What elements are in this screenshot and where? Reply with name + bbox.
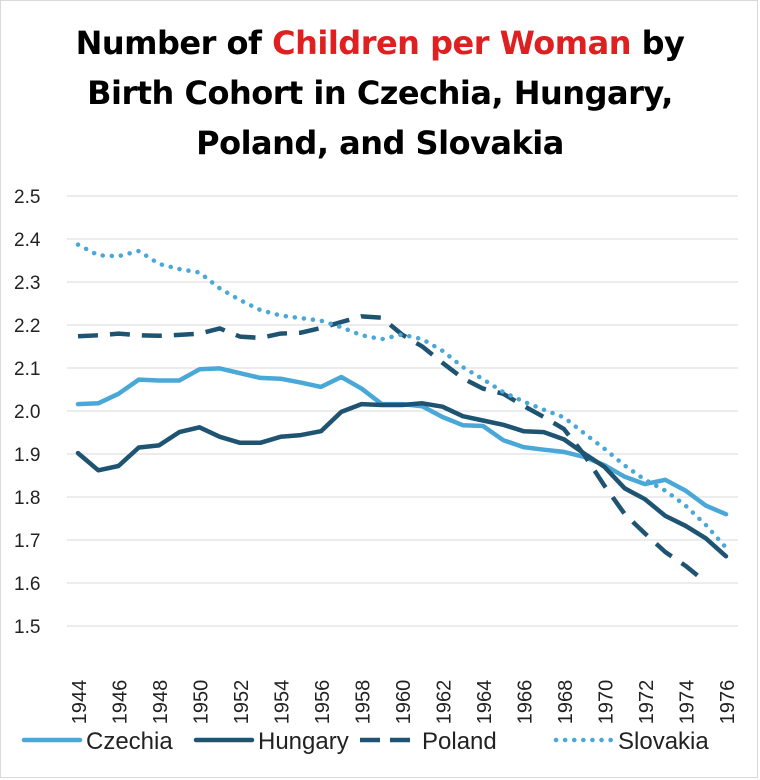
- legend-item-czechia[interactable]: Czechia: [21, 728, 173, 755]
- legend-item-hungary[interactable]: Hungary: [193, 728, 349, 755]
- y-tick-label: 2.1: [14, 359, 40, 380]
- x-tick-label: 1944: [69, 680, 91, 725]
- x-tick-label: 1946: [110, 680, 132, 725]
- title-suffix: by: [630, 24, 685, 62]
- y-tick-label: 1.9: [14, 445, 40, 466]
- legend-item-slovakia[interactable]: Slovakia: [553, 728, 709, 755]
- y-tick-label: 1.7: [14, 531, 40, 552]
- series-line-poland: [77, 314, 708, 584]
- y-tick-label: 2.0: [14, 402, 40, 423]
- x-tick-label: 1958: [353, 680, 375, 725]
- title-line-3: Poland, and Slovakia: [196, 124, 564, 162]
- x-tick-label: 1966: [515, 680, 537, 725]
- x-tick-label: 1960: [393, 680, 415, 725]
- title-prefix: Number of: [75, 24, 273, 62]
- title-highlight: Children per Woman: [272, 24, 631, 62]
- y-tick-label: 1.6: [14, 574, 40, 595]
- y-axis-ticks: 1.5 1.6 1.7 1.8 1.9 2.0 2.1 2.2 2.3 2.4 2.5: [14, 187, 41, 638]
- x-tick-label: 1950: [191, 680, 213, 725]
- x-tick-label: 1948: [150, 680, 172, 725]
- legend-label: Slovakia: [618, 728, 709, 755]
- title-line-2: Birth Cohort in Czechia, Hungary,: [87, 74, 673, 112]
- y-tick-label: 1.5: [14, 617, 40, 638]
- y-tick-label: 2.5: [14, 187, 40, 208]
- legend-label: Poland: [422, 728, 497, 755]
- x-tick-label: 1956: [312, 680, 334, 725]
- x-tick-label: 1962: [434, 680, 456, 725]
- x-tick-label: 1970: [596, 680, 618, 725]
- legend[interactable]: Czechia Hungary Poland Slovakia: [21, 728, 709, 755]
- x-tick-label: 1954: [272, 680, 294, 725]
- grid-lines: [67, 195, 738, 627]
- x-axis-ticks: 1944 1946 1948 1950 1952 1954 1956 1958 1960 1962…: [69, 680, 739, 725]
- chart-title: Number of Children per Woman by Birth Co…: [0, 18, 760, 168]
- legend-item-poland[interactable]: Poland: [360, 728, 497, 755]
- series-line-hungary: [75, 401, 729, 559]
- y-tick-label: 2.3: [14, 273, 40, 294]
- y-tick-label: 1.8: [14, 488, 40, 509]
- title-line-1: Number of Children per Woman by: [0, 18, 760, 68]
- legend-label: Czechia: [86, 728, 173, 755]
- y-tick-label: 2.4: [14, 230, 41, 251]
- x-tick-label: 1952: [231, 680, 253, 725]
- x-tick-label: 1976: [717, 680, 739, 725]
- x-tick-label: 1964: [474, 680, 496, 725]
- x-tick-label: 1974: [677, 680, 699, 725]
- x-tick-label: 1968: [555, 680, 577, 725]
- series-line-slovakia: [75, 242, 729, 550]
- x-tick-label: 1972: [636, 680, 658, 725]
- series-lines: [75, 242, 729, 584]
- y-tick-label: 2.2: [14, 316, 40, 337]
- legend-label: Hungary: [258, 728, 349, 755]
